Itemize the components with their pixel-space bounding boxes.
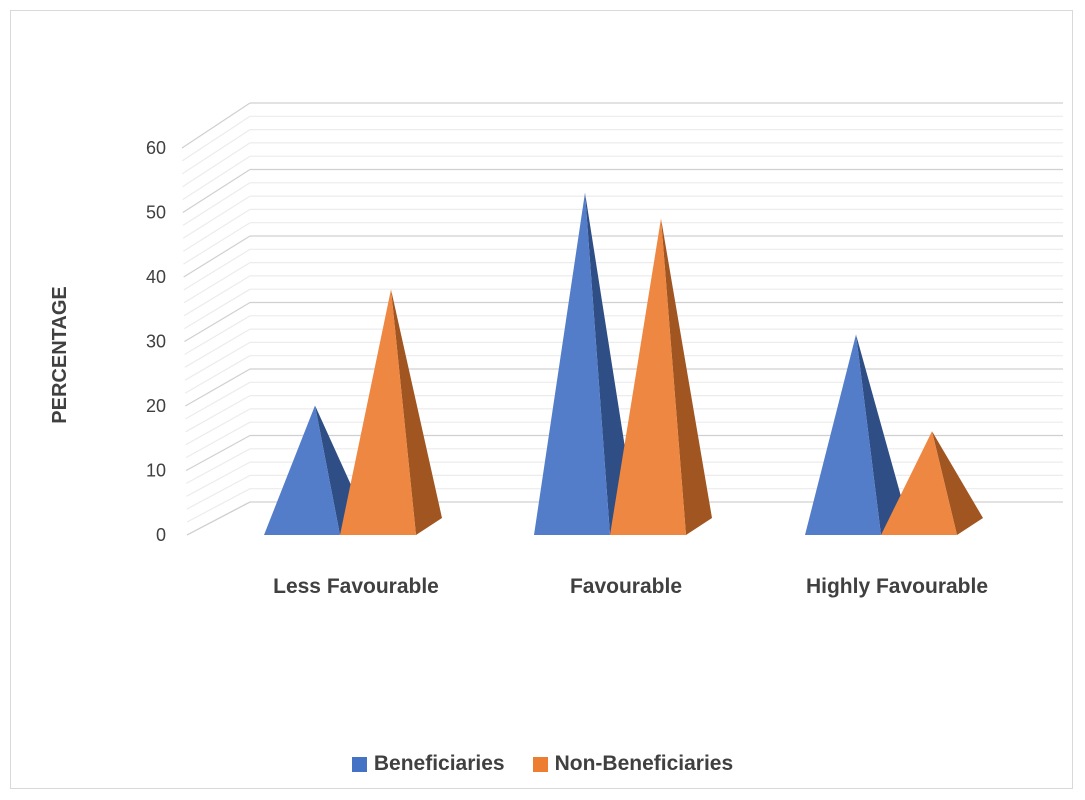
legend-item-beneficiaries: Beneficiaries xyxy=(351,752,505,776)
side-gridline xyxy=(186,488,251,523)
side-gridline xyxy=(183,208,251,252)
side-gridline xyxy=(184,288,251,330)
x-category-label: Favourable xyxy=(570,575,682,598)
legend-label-beneficiaries: Beneficiaries xyxy=(373,752,505,775)
legend-swatch-non-beneficiaries xyxy=(532,756,548,772)
floor-edge xyxy=(186,501,251,536)
x-axis-categories: Less Favourable Favourable Highly Favourab… xyxy=(273,575,988,598)
side-gridline xyxy=(185,368,251,407)
side-gridline xyxy=(181,115,251,162)
y-tick-label: 20 xyxy=(146,396,166,416)
side-gridline xyxy=(182,129,251,175)
pyramid-side-non-beneficiaries-1 xyxy=(661,218,712,535)
y-tick-label: 60 xyxy=(146,138,166,158)
y-tick-label: 40 xyxy=(146,267,166,287)
side-gridline xyxy=(184,301,251,343)
side-gridline xyxy=(183,248,251,291)
x-category-label: Less Favourable xyxy=(273,575,439,598)
y-axis-ticks: 0 10 20 30 40 50 60 xyxy=(146,138,166,545)
side-gridline xyxy=(185,408,251,446)
pyramid-side-non-beneficiaries-0 xyxy=(391,289,442,535)
pyramid-beneficiaries-less-favourable xyxy=(264,405,340,535)
pyramid-side-non-beneficiaries-2 xyxy=(932,431,983,535)
y-tick-label: 10 xyxy=(146,461,166,481)
legend-swatch-beneficiaries xyxy=(351,756,367,772)
legend: Beneficiaries Non-Beneficiaries xyxy=(0,752,1085,776)
side-gridline xyxy=(182,142,251,188)
side-gridline xyxy=(185,381,251,420)
side-gridline xyxy=(182,168,251,214)
y-tick-label: 0 xyxy=(156,525,166,545)
chart-frame xyxy=(10,10,1073,789)
side-gridline xyxy=(186,448,251,484)
side-gridline xyxy=(185,434,251,472)
legend-label-non-beneficiaries: Non-Beneficiaries xyxy=(554,752,734,775)
side-gridline xyxy=(184,341,251,381)
y-tick-label: 30 xyxy=(146,332,166,352)
side-gridline xyxy=(183,222,251,265)
pyramid-side-beneficiaries-2 xyxy=(856,334,907,535)
pyramid-non-beneficiaries-highly-favourable xyxy=(881,431,957,535)
side-gridline xyxy=(186,461,251,497)
side-gridline xyxy=(184,315,251,355)
side-gridline xyxy=(186,474,251,510)
side-gridline xyxy=(183,235,251,278)
side-gridline xyxy=(182,155,251,201)
side-gridline xyxy=(184,328,251,368)
y-tick-label: 50 xyxy=(146,203,166,223)
side-gridline xyxy=(185,395,251,433)
pyramid-beneficiaries-highly-favourable xyxy=(805,334,881,535)
side-gridline xyxy=(181,102,251,149)
data-pyramids xyxy=(264,192,983,535)
legend-item-non-beneficiaries: Non-Beneficiaries xyxy=(532,752,734,776)
y-axis-title: PERCENTAGE xyxy=(49,286,71,423)
pyramid-beneficiaries-favourable xyxy=(534,192,610,535)
side-gridline xyxy=(185,421,251,459)
side-gridline xyxy=(182,195,251,239)
side-gridline xyxy=(182,182,251,226)
pyramid-non-beneficiaries-favourable xyxy=(610,218,686,535)
pyramid-side-beneficiaries-1 xyxy=(585,192,636,535)
x-category-label: Highly Favourable xyxy=(806,575,988,598)
side-gridline xyxy=(184,355,251,394)
pyramid-non-beneficiaries-less-favourable xyxy=(340,289,416,535)
side-gridline xyxy=(183,262,251,304)
side-gridline xyxy=(183,275,251,317)
